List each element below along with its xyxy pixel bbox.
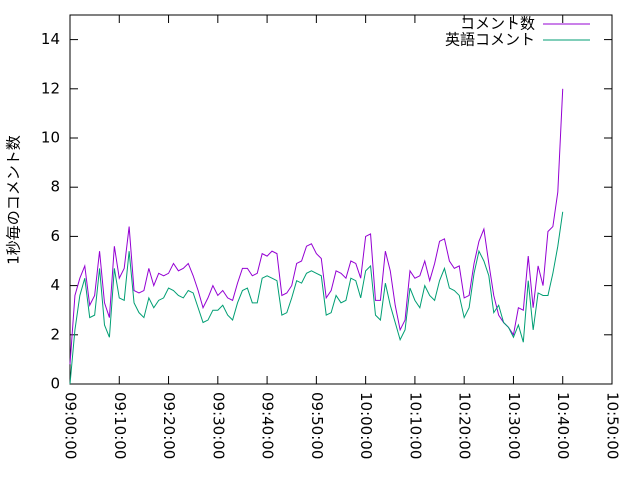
y-tick-label: 0 xyxy=(50,375,60,393)
y-tick-label: 6 xyxy=(50,227,60,245)
plot-frame xyxy=(69,14,613,385)
y-tick-label: 12 xyxy=(41,79,60,97)
x-tick-label: 09:50:00 xyxy=(308,392,326,459)
y-axis-label: 1秒毎のコメント数 xyxy=(5,135,23,265)
y-tick-label: 10 xyxy=(41,129,60,147)
x-tick-label: 09:10:00 xyxy=(111,392,129,459)
x-tick-label: 09:20:00 xyxy=(160,392,178,459)
y-tick-label: 14 xyxy=(41,30,60,48)
legend-label: コメント数 xyxy=(460,15,535,33)
x-tick-label: 09:30:00 xyxy=(209,392,227,459)
x-tick-label: 10:50:00 xyxy=(604,392,622,459)
x-tick-label: 09:00:00 xyxy=(62,392,80,459)
series-line xyxy=(69,88,564,365)
y-tick-label: 4 xyxy=(50,276,60,294)
x-tick-label: 10:10:00 xyxy=(406,392,424,459)
y-tick-label: 2 xyxy=(50,325,60,343)
x-tick-label: 10:20:00 xyxy=(456,392,474,459)
series-line xyxy=(69,211,564,385)
x-tick-label: 10:00:00 xyxy=(357,392,375,459)
legend-label: 英語コメント xyxy=(445,31,535,49)
x-tick-label: 10:40:00 xyxy=(554,392,572,459)
x-tick-label: 09:40:00 xyxy=(259,392,277,459)
y-tick-label: 8 xyxy=(50,178,60,196)
x-tick-label: 10:30:00 xyxy=(505,392,523,459)
